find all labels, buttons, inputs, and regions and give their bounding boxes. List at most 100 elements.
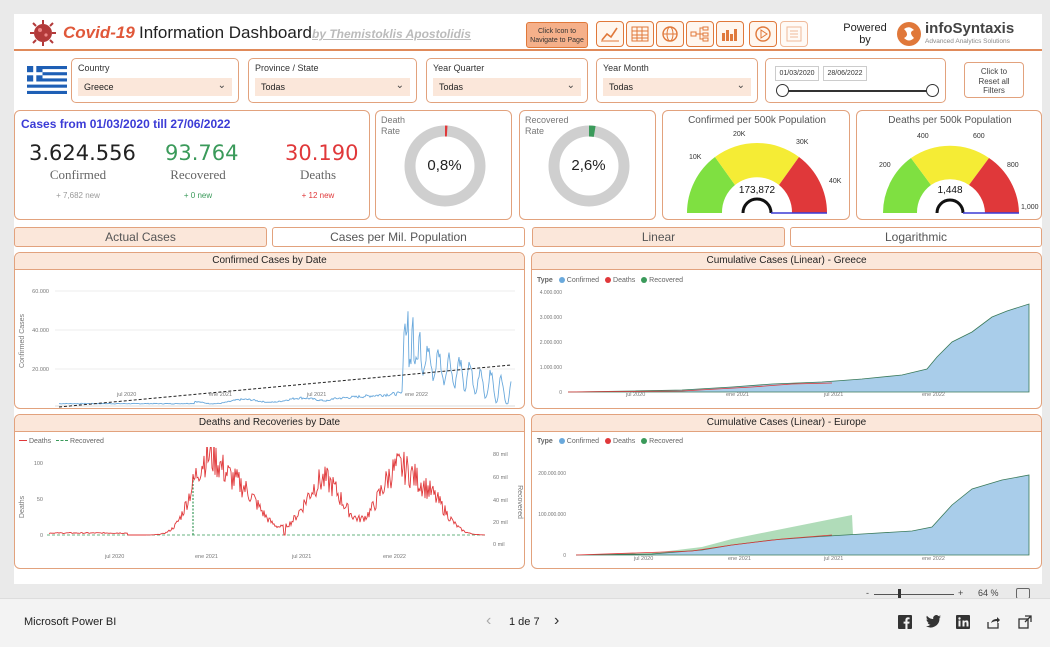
app-name: Microsoft Power BI bbox=[24, 616, 117, 628]
cumulative-greece-deaths-line bbox=[567, 382, 833, 393]
cumulative-europe-deaths-line bbox=[575, 534, 833, 556]
date-from-input[interactable]: 01/03/2020 bbox=[775, 66, 819, 81]
tree-icon[interactable] bbox=[686, 21, 714, 47]
zoom-track[interactable] bbox=[874, 594, 954, 595]
x-tick: jul 2020 bbox=[634, 556, 654, 562]
report-icon[interactable] bbox=[780, 21, 808, 47]
quarter-dropdown[interactable]: Todas ⌄ bbox=[433, 78, 581, 96]
recovered-rate-value: 2,6% bbox=[571, 157, 606, 174]
facebook-icon[interactable] bbox=[898, 615, 912, 629]
twitter-icon[interactable] bbox=[926, 615, 941, 628]
death-rate-label: Death Rate bbox=[381, 115, 406, 136]
line-chart-icon[interactable] bbox=[596, 21, 624, 47]
confirmed-trend-line bbox=[58, 364, 512, 408]
deaths-gauge-value: 1,448 bbox=[937, 185, 962, 196]
reset-filters-button[interactable]: Click to Reset all Filters bbox=[964, 62, 1024, 98]
gauge-band-mid bbox=[715, 143, 799, 185]
zoom-handle[interactable] bbox=[898, 589, 902, 599]
legend-line bbox=[56, 440, 69, 441]
confirmed-new: + 7,682 new bbox=[56, 191, 100, 200]
confirmed-y-axis-label: Confirmed Cases bbox=[19, 313, 26, 368]
y-tick: 0 bbox=[40, 533, 43, 539]
province-dropdown[interactable]: Todas ⌄ bbox=[255, 78, 410, 96]
y-tick: 4.000.000 bbox=[540, 290, 562, 296]
recovered-label: Recovered bbox=[170, 167, 226, 182]
deaths-recoveries-chart: Deaths Recovered 100 50 0 80 mil 60 mil … bbox=[19, 447, 523, 548]
virus-icon bbox=[30, 20, 56, 46]
date-to-input[interactable]: 28/06/2022 bbox=[823, 66, 867, 81]
x-tick: jul 2021 bbox=[307, 392, 327, 398]
table-icon[interactable] bbox=[626, 21, 654, 47]
y-tick: 200.000.000 bbox=[538, 471, 566, 477]
cases-per-mil-button[interactable]: Cases per Mil. Population bbox=[272, 227, 525, 247]
quarter-filter-label: Year Quarter bbox=[433, 63, 485, 73]
cumulative-europe-chart: 200.000.000 100.000.000 0 bbox=[538, 471, 1030, 559]
confirmed-gauge-title: Confirmed per 500k Population bbox=[688, 115, 826, 126]
chevron-down-icon: ⌄ bbox=[395, 80, 404, 91]
cumulative-greece-panel: Cumulative Cases (Linear) - Greece Type … bbox=[531, 252, 1042, 409]
gauge-tick-30k: 30K bbox=[796, 139, 809, 146]
gauge-band-mid bbox=[911, 145, 989, 185]
actual-cases-button[interactable]: Actual Cases bbox=[14, 227, 267, 247]
deaths-x-axis: jul 2020 ene 2021 jul 2021 ene 2022 bbox=[15, 554, 526, 562]
month-filter-label: Year Month bbox=[603, 63, 649, 73]
x-tick: ene 2022 bbox=[405, 392, 428, 398]
zoom-in-button[interactable]: + bbox=[958, 588, 964, 598]
byline: by Themistoklis Apostolidis bbox=[312, 27, 471, 41]
recovered-rate-label: Recovered Rate bbox=[525, 115, 569, 136]
month-filter: Year Month Todas ⌄ bbox=[596, 58, 758, 103]
y-tick: 60.000 bbox=[32, 289, 49, 295]
deaths-new: + 12 new bbox=[301, 191, 335, 200]
expand-icon[interactable] bbox=[1018, 615, 1032, 629]
zoom-out-button[interactable]: - bbox=[866, 588, 869, 598]
legend-deaths: Deaths bbox=[613, 277, 636, 284]
gauge-tick-1000: 1,000 bbox=[1021, 204, 1039, 211]
legend-dot bbox=[605, 438, 612, 444]
gauge-tick-20k: 20K bbox=[733, 131, 746, 138]
kpi-panel: Cases from 01/03/2020 till 27/06/2022 3.… bbox=[14, 110, 370, 220]
x-tick: ene 2021 bbox=[728, 556, 751, 562]
legend-deaths: Deaths bbox=[613, 438, 636, 445]
play-icon[interactable] bbox=[749, 21, 777, 47]
x-tick: jul 2021 bbox=[292, 554, 312, 560]
title-prefix: Covid-19 bbox=[63, 23, 135, 42]
linear-button[interactable]: Linear bbox=[532, 227, 785, 247]
share-icon[interactable] bbox=[986, 615, 1000, 629]
y-tick: 0 bbox=[559, 390, 562, 396]
bar-chart-icon[interactable] bbox=[716, 21, 744, 47]
confirmed-x-axis: jul 2020 ene 2021 jul 2021 ene 2022 bbox=[15, 392, 526, 400]
death-rate-card: Death Rate 0,8% bbox=[375, 110, 512, 220]
quarter-filter: Year Quarter Todas ⌄ bbox=[426, 58, 588, 103]
gauge-tick-600: 600 bbox=[973, 133, 985, 140]
prev-page-icon[interactable]: ‹ bbox=[486, 612, 492, 629]
date-range-start-handle[interactable] bbox=[776, 84, 789, 97]
legend-dot bbox=[605, 277, 612, 283]
country-dropdown[interactable]: Greece ⌄ bbox=[78, 78, 232, 96]
page-title: Information Dashboard bbox=[139, 23, 312, 42]
gauge-tick-200: 200 bbox=[879, 162, 891, 169]
x-tick: jul 2020 bbox=[117, 392, 137, 398]
zoom-level: 64 % bbox=[978, 588, 999, 598]
cumulative-greece-confirmed-area bbox=[567, 303, 1030, 393]
chevron-down-icon: ⌄ bbox=[566, 80, 575, 91]
country-filter: Country Greece ⌄ bbox=[71, 58, 239, 103]
linkedin-icon[interactable] bbox=[956, 615, 970, 629]
date-range-end-handle[interactable] bbox=[926, 84, 939, 97]
x-tick: ene 2021 bbox=[209, 392, 232, 398]
logarithmic-button[interactable]: Logarithmic bbox=[790, 227, 1042, 247]
brand-name: infoSyntaxis bbox=[925, 20, 1015, 37]
x-tick: jul 2021 bbox=[824, 392, 844, 398]
greece-flag-icon bbox=[27, 66, 67, 94]
globe-icon[interactable] bbox=[656, 21, 684, 47]
death-rate-arc bbox=[404, 125, 486, 207]
next-page-icon[interactable]: › bbox=[554, 612, 560, 629]
country-dropdown-value: Greece bbox=[84, 82, 114, 92]
deaths-gauge: 200 400 600 800 1,000 1,448 bbox=[879, 133, 1039, 214]
quarter-dropdown-value: Todas bbox=[439, 82, 464, 92]
month-dropdown[interactable]: Todas ⌄ bbox=[603, 78, 751, 96]
x-tick: jul 2020 bbox=[105, 554, 125, 560]
page-indicator: 1 de 7 bbox=[509, 616, 540, 628]
recovered-rate-card: Recovered Rate 2,6% bbox=[519, 110, 656, 220]
recovered-rate-donut bbox=[548, 125, 630, 207]
y-tick: 2.000.000 bbox=[540, 340, 562, 346]
